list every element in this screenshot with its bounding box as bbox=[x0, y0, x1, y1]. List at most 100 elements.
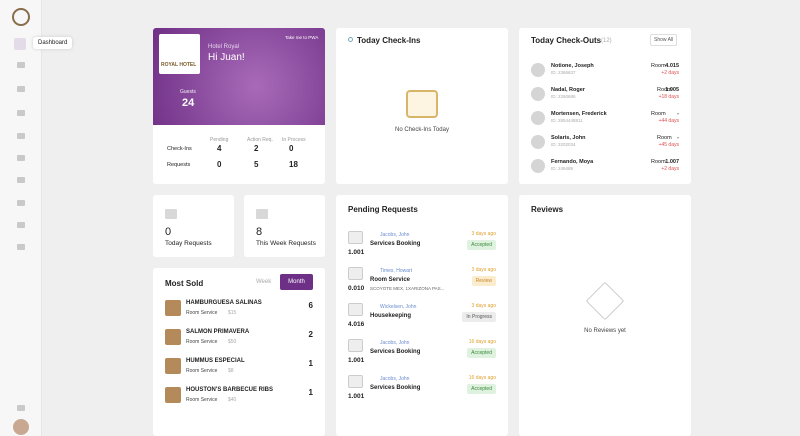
room-number: 4.015 bbox=[665, 63, 679, 69]
nav-icon[interactable] bbox=[17, 86, 25, 92]
checkins-card: Today Check-Ins No Check-Ins Today bbox=[336, 28, 508, 184]
item-price: $15 bbox=[228, 310, 237, 316]
guest-avatar bbox=[531, 87, 545, 101]
nav-icon[interactable] bbox=[17, 155, 25, 161]
cell-value: 5 bbox=[254, 160, 259, 169]
days: +45 days bbox=[658, 142, 679, 148]
service: Services Booking bbox=[370, 241, 421, 247]
request-icon bbox=[348, 231, 363, 244]
show-all-button[interactable]: Show All bbox=[650, 34, 678, 46]
service: Housekeeping bbox=[370, 313, 412, 319]
user-avatar[interactable] bbox=[13, 419, 29, 435]
stat-value: 0 bbox=[165, 226, 172, 238]
status-badge: Review bbox=[471, 276, 496, 286]
card-title: Most Sold bbox=[165, 279, 204, 288]
guest-avatar bbox=[531, 111, 545, 125]
item-name: HAMBURGUESA SALINAS bbox=[186, 300, 262, 306]
request-icon bbox=[348, 267, 363, 280]
guests-label: Guests bbox=[180, 89, 196, 95]
room-label: Room bbox=[651, 111, 666, 117]
count: (12) bbox=[601, 38, 612, 44]
greeting: Hi Juan! bbox=[208, 52, 245, 63]
guest-name: Solaris, John bbox=[551, 135, 586, 141]
nav-icon[interactable] bbox=[17, 62, 25, 68]
room-label: Room bbox=[651, 63, 666, 69]
room-number: 1.001 bbox=[348, 249, 365, 256]
status-badge: Accepted bbox=[467, 240, 496, 250]
item-image bbox=[165, 300, 181, 316]
nav-icon[interactable] bbox=[17, 177, 25, 183]
item-count: 6 bbox=[308, 301, 313, 310]
time: 3 days ago bbox=[471, 231, 496, 237]
row-label: Requests bbox=[167, 162, 191, 168]
days: +2 days bbox=[661, 70, 679, 76]
item-count: 1 bbox=[308, 359, 313, 368]
reviews-card: Reviews No Reviews yet bbox=[519, 195, 691, 436]
item-price: $8 bbox=[228, 368, 234, 374]
pwa-link[interactable]: Take me to PWA bbox=[285, 35, 319, 40]
stat-icon bbox=[165, 209, 177, 219]
stat-label: This Week Requests bbox=[256, 240, 316, 247]
item-image bbox=[165, 329, 181, 345]
nav-icon[interactable] bbox=[17, 222, 25, 228]
item-count: 1 bbox=[308, 388, 313, 397]
item-category: Room Service bbox=[186, 397, 218, 403]
hotel-logo bbox=[159, 34, 200, 74]
room-number: 0.010 bbox=[348, 285, 365, 292]
service: Room Service bbox=[370, 277, 411, 283]
hotel-name: Hotel Royal bbox=[208, 44, 240, 50]
item-name: SALMON PRIMAVERA bbox=[186, 329, 250, 335]
nav-icon[interactable] bbox=[17, 244, 25, 250]
icon bbox=[348, 37, 353, 42]
room-label: Room bbox=[657, 87, 672, 93]
cell-value: 0 bbox=[217, 160, 222, 169]
cell-value: 2 bbox=[254, 144, 259, 153]
item-image bbox=[165, 387, 181, 403]
nav-icon[interactable] bbox=[17, 110, 25, 116]
room-number: - bbox=[677, 111, 679, 117]
item-category: Room Service bbox=[186, 368, 218, 374]
request-icon bbox=[348, 303, 363, 316]
empty-text: No Check-Ins Today bbox=[395, 127, 449, 133]
column-header: Pending bbox=[210, 137, 229, 143]
item-price: $50 bbox=[228, 339, 237, 345]
empty-icon bbox=[585, 281, 625, 321]
sidebar bbox=[0, 0, 42, 436]
tab[interactable]: Week bbox=[256, 279, 272, 285]
card-title: Today Check-Ins bbox=[357, 36, 421, 45]
logo-text: ROYAL HOTEL bbox=[161, 62, 197, 68]
guest-avatar bbox=[531, 63, 545, 77]
guest-name: Wickelsen, John bbox=[380, 304, 417, 310]
status-badge: Accepted bbox=[467, 348, 496, 358]
nav-home[interactable] bbox=[14, 38, 26, 50]
days: +44 days bbox=[658, 118, 679, 124]
nav-icon[interactable] bbox=[17, 133, 25, 139]
cell-value: 0 bbox=[289, 144, 294, 153]
guest-name: Notione, Joseph bbox=[551, 63, 594, 69]
item-name: HOUSTON'S BARBECUE RIBS bbox=[186, 387, 273, 393]
guest-name: Nadal, Roger bbox=[551, 87, 585, 93]
item-image bbox=[165, 358, 181, 374]
item-name: HUMMUS ESPECIAL bbox=[186, 358, 245, 364]
room-number: 1.005 bbox=[665, 87, 679, 93]
welcome-card: ROYAL HOTEL Hotel Royal Hi Juan! Take me… bbox=[153, 28, 325, 184]
room-label: Room bbox=[657, 135, 672, 141]
stat-icon bbox=[256, 209, 268, 219]
guest-id: ID: 2260686 bbox=[551, 94, 576, 99]
tooltip: Dashboard bbox=[33, 37, 73, 49]
service: Services Booking bbox=[370, 385, 421, 391]
room-number: 1.001 bbox=[348, 357, 365, 364]
guest-avatar bbox=[531, 159, 545, 173]
tab-active[interactable]: Month bbox=[280, 274, 313, 290]
row-label: Check-Ins bbox=[167, 146, 192, 152]
status-badge: Accepted bbox=[467, 384, 496, 394]
guest-id: ID: 2854448811 bbox=[551, 118, 583, 123]
time: 16 days ago bbox=[468, 339, 496, 345]
nav-icon[interactable] bbox=[17, 200, 25, 206]
days: +2 days bbox=[661, 166, 679, 172]
nav-icon[interactable] bbox=[17, 405, 25, 411]
item-category: Room Service bbox=[186, 339, 218, 345]
room-number: 1.001 bbox=[348, 393, 365, 400]
cell-value: 4 bbox=[217, 144, 222, 153]
